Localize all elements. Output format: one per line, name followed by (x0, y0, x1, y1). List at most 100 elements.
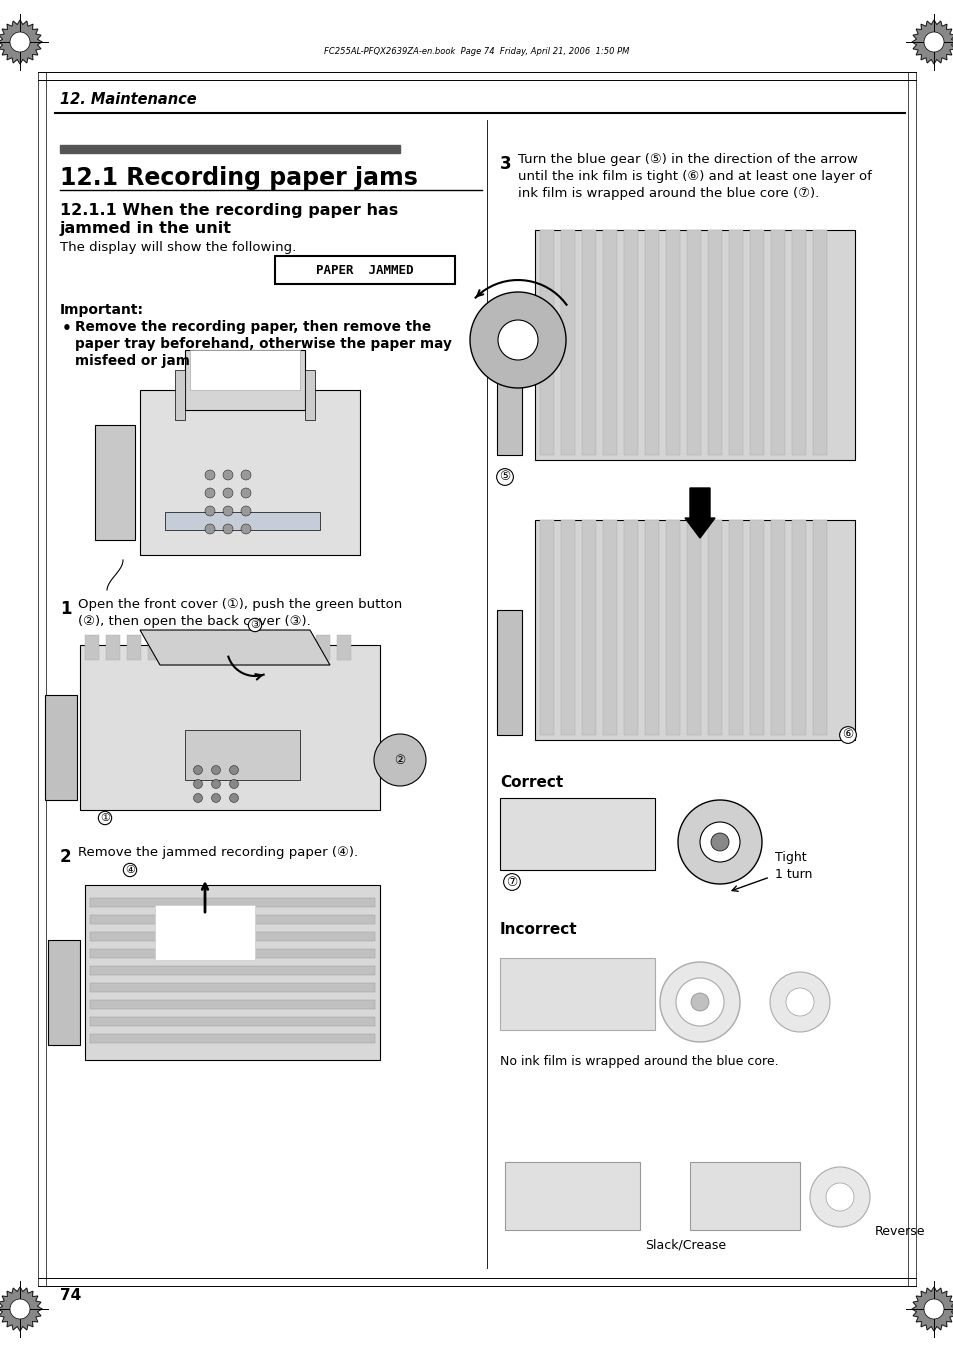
Text: Important:: Important: (60, 303, 144, 317)
Bar (812, 520, 826, 735)
Circle shape (374, 734, 426, 786)
Bar (560, 230, 575, 455)
Bar (90, 948, 375, 958)
Bar (48, 940, 80, 1046)
Bar (106, 635, 120, 661)
Text: misfeed or jam.: misfeed or jam. (75, 354, 194, 367)
Bar (535, 230, 854, 459)
Text: Incorrect: Incorrect (499, 921, 577, 938)
Text: ④: ④ (125, 865, 135, 875)
Text: ⑥: ⑥ (841, 728, 853, 742)
Bar (45, 694, 77, 800)
Bar (274, 635, 288, 661)
Polygon shape (911, 1288, 953, 1331)
Bar (535, 520, 854, 740)
Circle shape (676, 978, 723, 1025)
Bar (749, 520, 763, 735)
Bar (602, 230, 617, 455)
Text: 3: 3 (499, 155, 511, 173)
Circle shape (230, 766, 238, 774)
Text: 74: 74 (60, 1288, 81, 1302)
Circle shape (212, 766, 220, 774)
Text: until the ink film is tight (⑥) and at least one layer of: until the ink film is tight (⑥) and at l… (517, 170, 871, 182)
Bar (581, 230, 596, 455)
Circle shape (769, 971, 829, 1032)
Circle shape (212, 793, 220, 802)
Circle shape (710, 834, 728, 851)
Text: ⑦: ⑦ (506, 875, 517, 889)
Text: Slack/Crease: Slack/Crease (644, 1238, 725, 1251)
Bar (707, 520, 721, 735)
Bar (85, 885, 379, 1061)
Circle shape (193, 793, 202, 802)
Bar (174, 370, 185, 420)
Bar (336, 635, 351, 661)
Bar (154, 905, 254, 961)
Bar (80, 644, 379, 811)
Bar (812, 230, 826, 455)
Bar (253, 635, 267, 661)
Text: 1: 1 (60, 600, 71, 617)
Text: 1 turn: 1 turn (774, 867, 812, 881)
Bar (90, 1000, 375, 1009)
Bar (560, 520, 575, 735)
Circle shape (241, 488, 251, 499)
Bar (127, 635, 141, 661)
Bar (169, 635, 183, 661)
Text: 12.1 Recording paper jams: 12.1 Recording paper jams (60, 166, 417, 190)
Polygon shape (140, 630, 330, 665)
Bar (665, 230, 679, 455)
Bar (602, 520, 617, 735)
Bar (95, 426, 135, 540)
Circle shape (205, 507, 214, 516)
Circle shape (205, 488, 214, 499)
Polygon shape (0, 1288, 42, 1331)
Circle shape (678, 800, 761, 884)
Bar (499, 798, 655, 870)
Circle shape (659, 962, 740, 1042)
Bar (185, 350, 305, 409)
Bar (770, 230, 784, 455)
Text: FC255AL-PFQX2639ZA-en.book  Page 74  Friday, April 21, 2006  1:50 PM: FC255AL-PFQX2639ZA-en.book Page 74 Frida… (324, 47, 629, 57)
Circle shape (230, 793, 238, 802)
Circle shape (785, 988, 813, 1016)
Circle shape (241, 507, 251, 516)
Text: ②: ② (394, 754, 405, 766)
Circle shape (10, 32, 30, 51)
Bar (539, 230, 554, 455)
Bar (190, 350, 299, 390)
Text: 12.1.1 When the recording paper has: 12.1.1 When the recording paper has (60, 203, 397, 218)
Text: No ink film is wrapped around the blue core.: No ink film is wrapped around the blue c… (499, 1055, 778, 1069)
Circle shape (809, 1167, 869, 1227)
Circle shape (923, 1300, 943, 1319)
Bar (90, 898, 375, 907)
Bar (770, 520, 784, 735)
Bar (644, 520, 659, 735)
Bar (294, 635, 309, 661)
Bar (315, 635, 330, 661)
Bar (497, 611, 521, 735)
Circle shape (223, 488, 233, 499)
Circle shape (193, 766, 202, 774)
Bar (504, 1162, 639, 1229)
Bar (686, 230, 700, 455)
Bar (791, 520, 805, 735)
Circle shape (223, 470, 233, 480)
Bar (232, 635, 246, 661)
Bar (185, 730, 299, 780)
Bar (140, 390, 359, 555)
Bar (728, 230, 742, 455)
Circle shape (223, 507, 233, 516)
Bar (499, 958, 655, 1029)
Bar (623, 520, 638, 735)
Text: Tight: Tight (774, 851, 806, 863)
Circle shape (923, 32, 943, 51)
Bar (90, 966, 375, 975)
Bar (686, 520, 700, 735)
Circle shape (193, 780, 202, 789)
Bar (539, 520, 554, 735)
Text: 12. Maintenance: 12. Maintenance (60, 92, 196, 107)
Text: Correct: Correct (499, 775, 562, 790)
Bar (90, 1017, 375, 1025)
Text: ⑤: ⑤ (498, 470, 510, 484)
